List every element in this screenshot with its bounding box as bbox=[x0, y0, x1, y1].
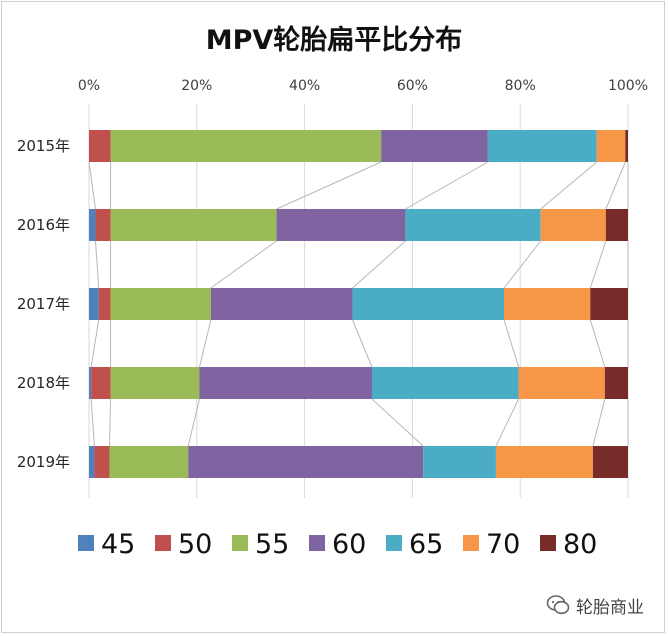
bar-segment-80 bbox=[605, 209, 628, 241]
bar-segment-60 bbox=[381, 130, 488, 162]
x-tick-label: 60% bbox=[397, 78, 428, 94]
series-line bbox=[592, 398, 606, 447]
bar-segment-55 bbox=[110, 288, 211, 320]
x-tick-label: 0% bbox=[78, 78, 100, 94]
y-category-label: 2017年 bbox=[17, 295, 70, 313]
series-line bbox=[605, 161, 626, 210]
bar-segment-45 bbox=[89, 288, 99, 320]
bar-segment-70 bbox=[504, 288, 591, 320]
series-line bbox=[276, 161, 382, 210]
series-line bbox=[503, 319, 520, 368]
bar-segment-55 bbox=[110, 130, 382, 162]
bar-segment-50 bbox=[91, 367, 111, 399]
legend-label-50: 50 bbox=[178, 529, 212, 560]
bar-segment-50 bbox=[98, 288, 111, 320]
bar-segment-80 bbox=[625, 130, 628, 162]
legend-label-60: 60 bbox=[332, 529, 366, 560]
legend-label-45: 45 bbox=[101, 529, 135, 560]
y-category-label: 2019年 bbox=[17, 453, 70, 471]
series-line bbox=[108, 398, 112, 447]
legend-swatch-45 bbox=[78, 535, 94, 551]
bar-segment-70 bbox=[540, 209, 606, 241]
bar-segment-60 bbox=[276, 209, 406, 241]
bar-segment-65 bbox=[405, 209, 541, 241]
legend-label-80: 80 bbox=[563, 529, 597, 560]
bar-segment-55 bbox=[110, 367, 200, 399]
x-tick-label: 40% bbox=[289, 78, 320, 94]
bar-segment-45 bbox=[89, 367, 92, 399]
y-axis-category-labels: 2015年 2016年 2017年 2018年 2019年 bbox=[17, 137, 70, 471]
bar-segment-70 bbox=[518, 367, 605, 399]
y-category-label: 2016年 bbox=[17, 216, 70, 234]
legend-swatch-55 bbox=[232, 535, 248, 551]
legend-swatch-50 bbox=[155, 535, 171, 551]
x-tick-label: 20% bbox=[181, 78, 212, 94]
x-axis-tick-labels: 0% 20% 40% 60% 80% 100% bbox=[78, 78, 648, 94]
series-line bbox=[199, 319, 212, 368]
series-line bbox=[352, 319, 373, 368]
series-lines bbox=[88, 161, 629, 447]
legend-swatch-65 bbox=[386, 535, 402, 551]
series-line bbox=[589, 240, 607, 289]
bar-segment-45 bbox=[89, 209, 96, 241]
chart-title: MPV轮胎扁平比分布 bbox=[206, 25, 463, 56]
legend: 45 50 55 60 65 70 80 bbox=[78, 529, 597, 560]
series-line bbox=[90, 319, 100, 368]
bar-segment-55 bbox=[109, 446, 189, 478]
bar-segment-55 bbox=[110, 209, 277, 241]
y-category-label: 2015年 bbox=[17, 137, 70, 155]
bar-segment-65 bbox=[487, 130, 597, 162]
x-tick-label: 80% bbox=[505, 78, 536, 94]
bar-segment-60 bbox=[199, 367, 372, 399]
bar-segment-80 bbox=[592, 446, 628, 478]
legend-swatch-70 bbox=[463, 535, 479, 551]
bar-segment-65 bbox=[352, 288, 505, 320]
bar-segment-80 bbox=[604, 367, 628, 399]
y-category-label: 2018年 bbox=[17, 374, 70, 392]
series-line bbox=[371, 398, 424, 447]
bar-segment-50 bbox=[94, 446, 110, 478]
wechat-icon bbox=[546, 595, 570, 615]
series-line bbox=[495, 398, 520, 447]
bar-segment-50 bbox=[95, 209, 111, 241]
series-line bbox=[540, 161, 598, 210]
bar-segment-70 bbox=[495, 446, 593, 478]
watermark: 轮胎商业 bbox=[546, 590, 644, 620]
series-line bbox=[90, 398, 95, 447]
bar-segment-70 bbox=[596, 130, 626, 162]
series-line bbox=[88, 161, 96, 210]
series-line bbox=[503, 240, 542, 289]
legend-label-65: 65 bbox=[409, 529, 443, 560]
series-line bbox=[405, 161, 489, 210]
series-line bbox=[589, 319, 606, 368]
series-line bbox=[210, 240, 277, 289]
legend-label-55: 55 bbox=[255, 529, 289, 560]
bar-segment-60 bbox=[210, 288, 353, 320]
legend-swatch-80 bbox=[540, 535, 556, 551]
bar-segment-60 bbox=[188, 446, 424, 478]
x-tick-label: 100% bbox=[608, 78, 648, 94]
series-line bbox=[187, 398, 200, 447]
series-line bbox=[352, 240, 406, 289]
legend-swatch-60 bbox=[309, 535, 325, 551]
legend-label-70: 70 bbox=[486, 529, 520, 560]
bar-segment-45 bbox=[89, 446, 95, 478]
bar-segment-65 bbox=[423, 446, 496, 478]
bars bbox=[89, 130, 628, 478]
series-line bbox=[94, 240, 100, 289]
bar-segment-80 bbox=[590, 288, 628, 320]
bar-segment-65 bbox=[371, 367, 519, 399]
watermark-text: 轮胎商业 bbox=[576, 597, 644, 618]
bar-segment-50 bbox=[89, 130, 111, 162]
